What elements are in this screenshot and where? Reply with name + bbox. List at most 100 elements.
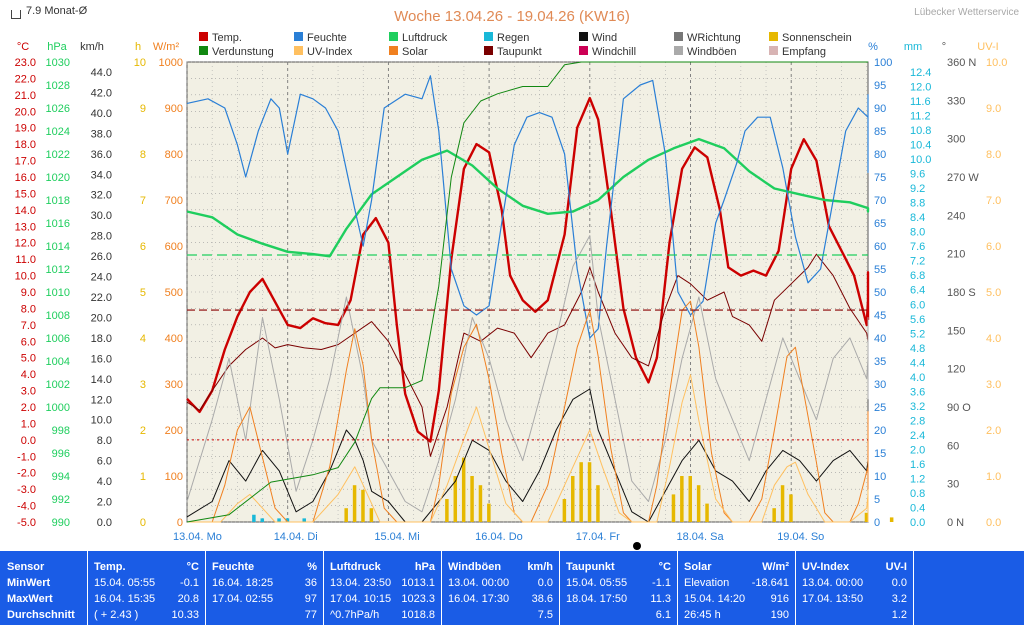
month-avg-label: 7.9 Monat-Ø [26,5,88,17]
taupunkt-max-time: 18.04. 17:50 [566,593,628,605]
mm-axis-tick: 9.6 [910,169,925,181]
summary-col-luftdruck: Luftdruck hPa 13.04. 23:50 1013.1 17.04.… [324,551,442,625]
bar-sonnenschein [461,457,466,522]
kmh-axis-tick: 2.0 [97,497,112,509]
temp-axis-tick: -3.0 [17,484,36,496]
uv-axis-tick: 7.0 [986,195,1001,207]
bar-sonnenschein [680,476,684,522]
series-line-verdunstung [186,61,868,523]
day-label: 17.04. Fr [576,531,620,543]
hpa-axis-tick: 1018 [46,195,70,207]
windboeen-min-value: 0.0 [537,577,553,589]
legend-label: Verdunstung [212,46,274,58]
temp-axis-tick: -4.0 [17,501,36,513]
deg-axis-tick: 330 [947,95,965,107]
feuchte-avg-value: 77 [304,609,317,621]
legend-label: Empfang [782,46,826,58]
mm-axis-tick: 12.4 [910,67,931,79]
temp-max-value: 20.8 [177,593,199,605]
bar-sonnenschein [445,499,449,522]
uv-axis-tick: 2.0 [986,425,1001,437]
kmh-axis-tick: 18.0 [91,333,112,345]
bar-sonnenschein [864,512,869,522]
deg-axis-tick: 270 W [947,172,979,184]
uv-axis-tick: 0.0 [986,517,1001,529]
wm2-axis-tick: 700 [165,195,183,207]
mm-axis-tick: 1.6 [910,459,925,471]
temp-max-time: 16.04. 15:35 [94,593,156,605]
hpa-axis-tick: 1000 [46,402,70,414]
right-unit-label: % [868,41,878,53]
summary-table: Sensor MinWert MaxWert Durchschnitt Temp… [0,551,1024,625]
kmh-axis-tick: 24.0 [91,272,112,284]
luftdruck-max-value: 1023.3 [401,593,435,605]
uv-axis-tick: 10.0 [986,57,1007,69]
mm-axis-tick: 2.8 [910,415,925,427]
pct-axis-tick: 5 [874,494,880,506]
kmh-axis-tick: 16.0 [91,353,112,365]
mm-axis-tick: 8.0 [910,227,925,239]
legend-label: Solar [402,46,428,58]
uv-axis-tick: 9.0 [986,103,1001,115]
hours-axis-tick: 9 [140,103,146,115]
bar-sonnenschein [571,476,575,522]
series-line-feuchte [186,75,869,339]
taupunkt-avg-value: 6.1 [655,609,671,621]
temp-axis-tick: 15.0 [15,188,36,200]
wm2-axis-tick: 900 [165,103,183,115]
legend-label: Feuchte [307,32,347,44]
hpa-axis-tick: 1006 [46,333,70,345]
kmh-axis-tick: 20.0 [91,312,112,324]
kmh-axis-tick: 10.0 [91,415,112,427]
day-label: 13.04. Mo [173,531,222,543]
bar-sonnenschein [453,476,458,522]
pct-axis-tick: 90 [874,103,886,115]
bar-sonnenschein [587,462,592,522]
wm2-axis-tick: 100 [165,471,183,483]
deg-axis-tick: 150 [947,325,965,337]
uv-axis-tick: 3.0 [986,379,1001,391]
mm-axis-tick: 3.2 [910,401,925,413]
legend-swatch [294,32,303,41]
bar-sonnenschein [470,476,474,522]
hpa-axis-tick: 992 [52,494,70,506]
col-unit-feuchte: % [307,561,317,573]
kmh-axis-tick: 26.0 [91,251,112,263]
right-unit-label: ° [942,41,946,53]
mm-axis-tick: 5.6 [910,314,925,326]
taupunkt-min-value: -1.1 [652,577,671,589]
mm-axis-tick: 4.4 [910,357,925,369]
hpa-axis-tick: 1004 [46,356,70,368]
axis-labels: 23.022.021.020.019.018.017.016.015.014.0… [15,41,1008,543]
hpa-axis-tick: 1022 [46,149,70,161]
reference-lines [187,254,868,441]
col-unit-taupunkt: °C [658,561,671,573]
summary-col-labels: Sensor MinWert MaxWert Durchschnitt [0,551,88,625]
deg-axis-tick: 360 N [947,57,976,69]
mm-axis-tick: 0.8 [910,488,925,500]
luftdruck-max-time: 17.04. 10:15 [330,593,392,605]
temp-min-time: 15.04. 05:55 [94,577,156,589]
feuchte-min-value: 36 [304,577,317,589]
kmh-axis-tick: 44.0 [91,67,112,79]
pct-axis-tick: 30 [874,379,886,391]
kmh-axis-tick: 28.0 [91,231,112,243]
luftdruck-trend: ^0.7hPa/h [330,609,380,621]
hours-axis-tick: 10 [134,57,146,69]
mm-axis-tick: 7.2 [910,256,925,268]
mm-axis-tick: 11.2 [910,111,931,123]
temp-axis-tick: 6.0 [21,336,36,348]
current-time-marker[interactable] [633,542,641,550]
avg-checkbox[interactable] [11,10,21,19]
legend-swatch [674,46,683,55]
hpa-axis-tick: 990 [52,517,70,529]
line-series [186,61,870,523]
series-line-wind [186,388,869,523]
legend-label: WRichtung [687,32,741,44]
kmh-axis-tick: 22.0 [91,292,112,304]
temp-axis-tick: 4.0 [21,369,36,381]
right-unit-label: mm [904,41,922,53]
bar-sonnenschein [789,494,793,522]
wm2-axis-tick: 1000 [159,57,183,69]
temp-axis-tick: 22.0 [15,73,36,85]
